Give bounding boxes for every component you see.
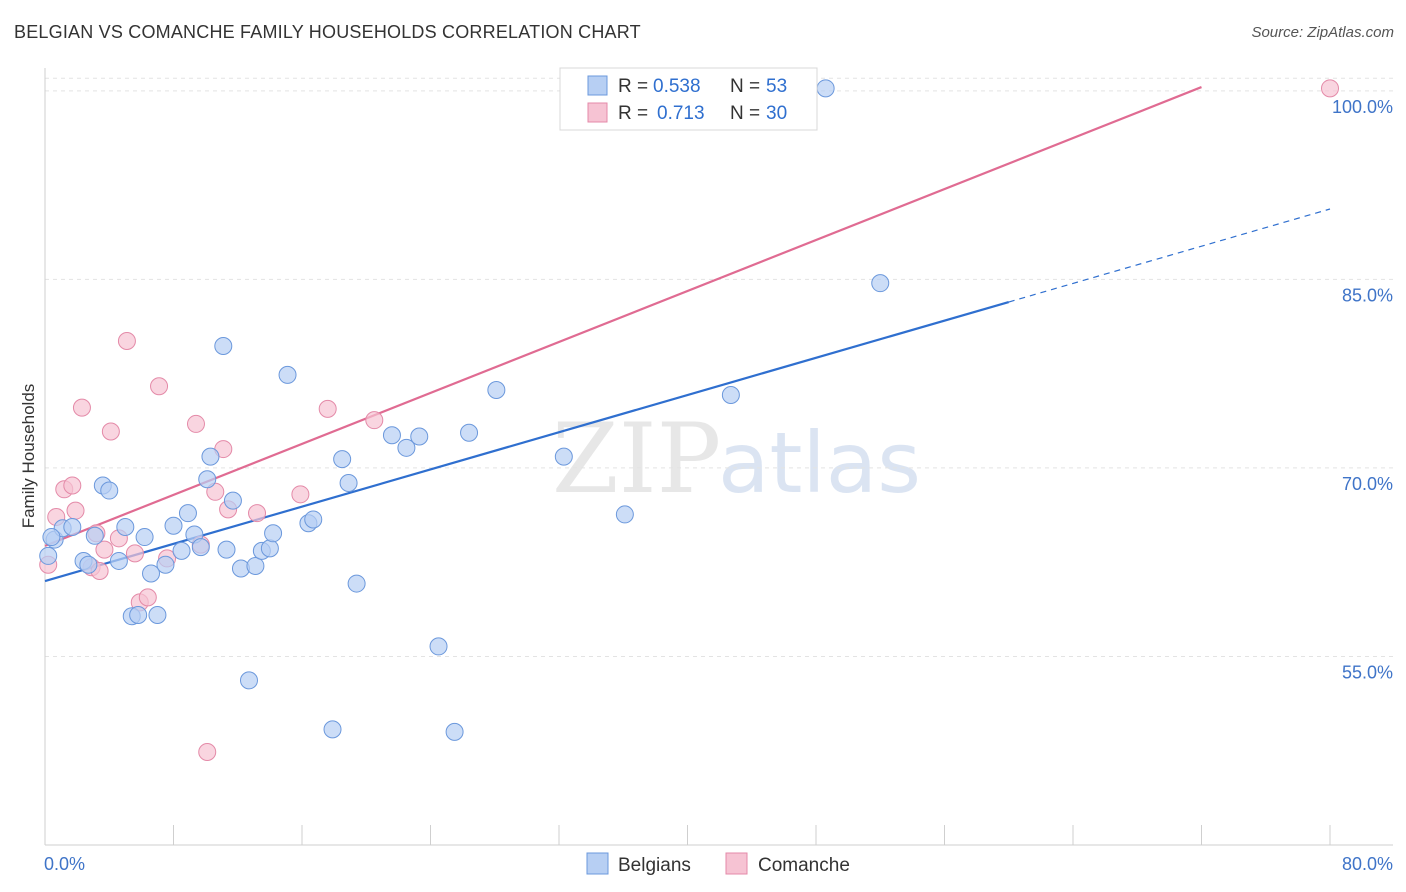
belgians-point (239, 671, 258, 690)
belgians-point (148, 605, 167, 624)
legend-belgians-r-value: 0.538 (653, 76, 701, 97)
belgians-point (214, 337, 233, 356)
belgians-point (198, 470, 217, 489)
watermark: ZIP atlas (552, 403, 921, 515)
legend: R = 0.538 N = 53 R = 0.713 N = 30 (559, 67, 818, 131)
legend-swatch-belgians (587, 75, 608, 96)
belgians-point (382, 426, 401, 445)
belgians-point (191, 538, 210, 557)
legend-swatch-comanche (587, 102, 608, 123)
belgians-trend-extension (1008, 208, 1331, 303)
legend-comanche-n-value: 30 (766, 103, 787, 124)
belgians-point (397, 438, 416, 457)
belgians-point (223, 491, 242, 510)
belgians-point (347, 574, 366, 593)
legend-comanche-r-value: 0.713 (657, 103, 705, 124)
belgians-point (264, 524, 283, 543)
belgians-point (246, 556, 265, 575)
y-tick-label: 55.0% (1342, 662, 1393, 682)
belgians-point (217, 540, 236, 559)
bottom-legend-comanche: Comanche (758, 855, 850, 876)
belgians-point (721, 386, 740, 405)
bottom-legend: Belgians Comanche (586, 852, 850, 876)
belgians-point (85, 526, 104, 545)
belgians-point (135, 528, 154, 547)
belgians-point (100, 481, 119, 500)
belgians-point (42, 528, 61, 547)
belgians-point (816, 79, 835, 98)
comanche-trend-line (44, 86, 1202, 547)
belgians-point (172, 541, 191, 560)
legend-comanche-r-label: R = (618, 103, 648, 124)
axes (44, 68, 1393, 846)
belgians-point (323, 720, 342, 739)
comanche-point (186, 414, 205, 433)
belgians-point (164, 516, 183, 535)
belgians-point (129, 605, 148, 624)
belgians-point (39, 546, 58, 565)
bottom-legend-swatch-belgians (586, 852, 609, 875)
belgians-point (871, 274, 890, 293)
belgians-point (429, 637, 448, 656)
data-points (39, 79, 1339, 761)
x-tick-label-max: 80.0% (1342, 854, 1393, 874)
comanche-point (101, 422, 120, 441)
comanche-point (138, 588, 157, 607)
x-tick-label-min: 0.0% (44, 854, 85, 874)
belgians-point (116, 518, 135, 537)
belgians-point (615, 505, 634, 524)
belgians-point (333, 450, 352, 469)
belgians-trend-line (44, 300, 1010, 583)
comanche-point (206, 482, 225, 501)
comanche-point (72, 398, 91, 417)
belgians-point (339, 474, 358, 493)
y-tick-label: 85.0% (1342, 285, 1393, 305)
belgians-point (260, 539, 279, 558)
comanche-point (66, 501, 85, 520)
comanche-point (117, 331, 136, 350)
belgians-point (63, 518, 82, 537)
belgians-point (460, 423, 479, 442)
y-tick-label: 70.0% (1342, 474, 1393, 494)
bottom-legend-belgians: Belgians (618, 855, 691, 876)
belgians-point (109, 551, 128, 570)
y-tick-labels: 55.0% 70.0% 85.0% 100.0% (1332, 97, 1393, 683)
watermark-atlas: atlas (718, 414, 921, 512)
belgians-point (445, 722, 464, 741)
legend-belgians-r-label: R = (618, 76, 648, 97)
belgians-point (410, 427, 429, 446)
legend-belgians-n-value: 53 (766, 76, 787, 97)
belgians-point (178, 504, 197, 523)
comanche-point (291, 485, 310, 504)
belgians-point (156, 555, 175, 574)
legend-comanche-n-label: N = (730, 103, 760, 124)
belgians-point (487, 380, 506, 399)
y-tick-label: 100.0% (1332, 97, 1393, 117)
comanche-point (198, 742, 217, 761)
y-axis-label: Family Households (19, 384, 38, 529)
belgians-point (278, 365, 297, 384)
comanche-point (365, 411, 384, 430)
comanche-point (150, 377, 169, 396)
watermark-zip: ZIP (552, 403, 721, 515)
comanche-point (1321, 79, 1339, 98)
source-label: Source: ZipAtlas.com (1251, 24, 1394, 41)
belgians-point (554, 447, 573, 466)
comanche-point (318, 399, 337, 418)
comanche-point (63, 476, 82, 495)
comanche-point (125, 544, 144, 563)
comanche-point (248, 504, 267, 523)
belgians-point (304, 510, 323, 529)
belgians-point (79, 555, 98, 574)
trend-lines (44, 86, 1331, 583)
bottom-legend-swatch-comanche (725, 852, 748, 875)
comanche-point (95, 540, 114, 559)
belgians-point (142, 564, 161, 583)
legend-belgians-n-label: N = (730, 76, 760, 97)
chart-title: BELGIAN VS COMANCHE FAMILY HOUSEHOLDS CO… (14, 22, 641, 42)
belgians-point (201, 447, 220, 466)
